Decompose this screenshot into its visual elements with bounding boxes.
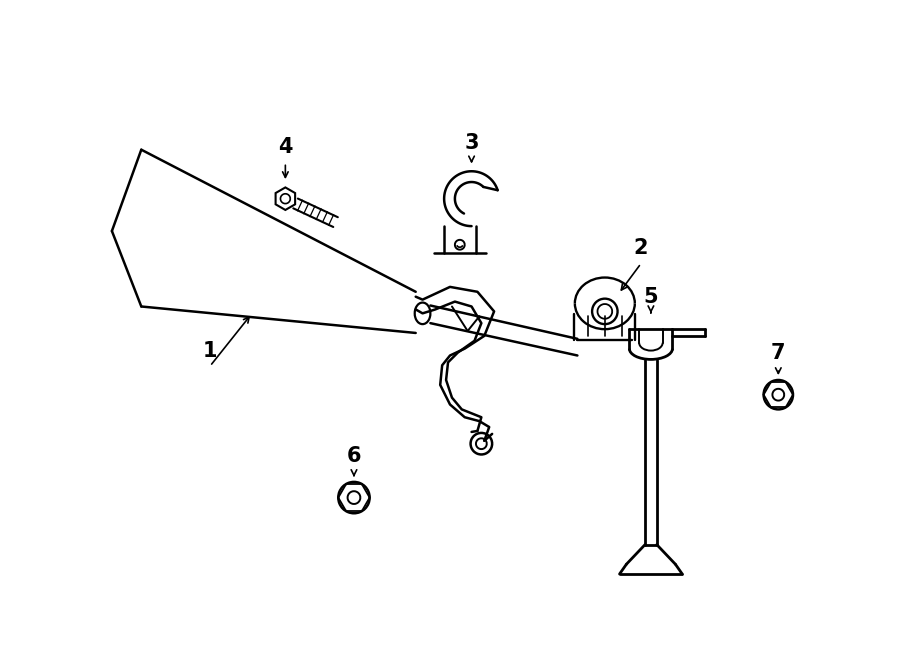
Text: 1: 1 [202,340,217,361]
Text: 6: 6 [346,446,361,467]
Text: 5: 5 [644,287,658,307]
Text: 4: 4 [278,137,293,157]
Text: 2: 2 [634,238,648,258]
Text: 7: 7 [771,342,786,362]
Text: 3: 3 [464,133,479,153]
